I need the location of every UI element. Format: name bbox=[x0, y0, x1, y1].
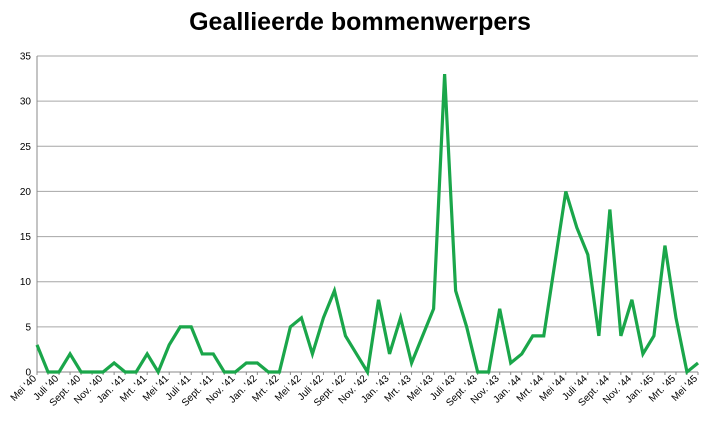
y-tick-label: 20 bbox=[20, 187, 32, 198]
y-tick-label: 35 bbox=[20, 52, 32, 63]
y-tick-label: 30 bbox=[20, 97, 32, 108]
y-tick-label: 15 bbox=[20, 232, 32, 243]
chart-title: Geallieerde bommenwerpers bbox=[189, 8, 531, 36]
series-layer bbox=[35, 73, 700, 377]
y-tick-label: 5 bbox=[25, 322, 31, 333]
y-tick-label: 0 bbox=[25, 368, 31, 379]
y-axis: 0 5 10 15 20 25 30 35 bbox=[20, 52, 38, 379]
y-tick-label: 25 bbox=[20, 142, 32, 153]
y-tick-label: 10 bbox=[20, 277, 32, 288]
series-line bbox=[35, 73, 700, 377]
